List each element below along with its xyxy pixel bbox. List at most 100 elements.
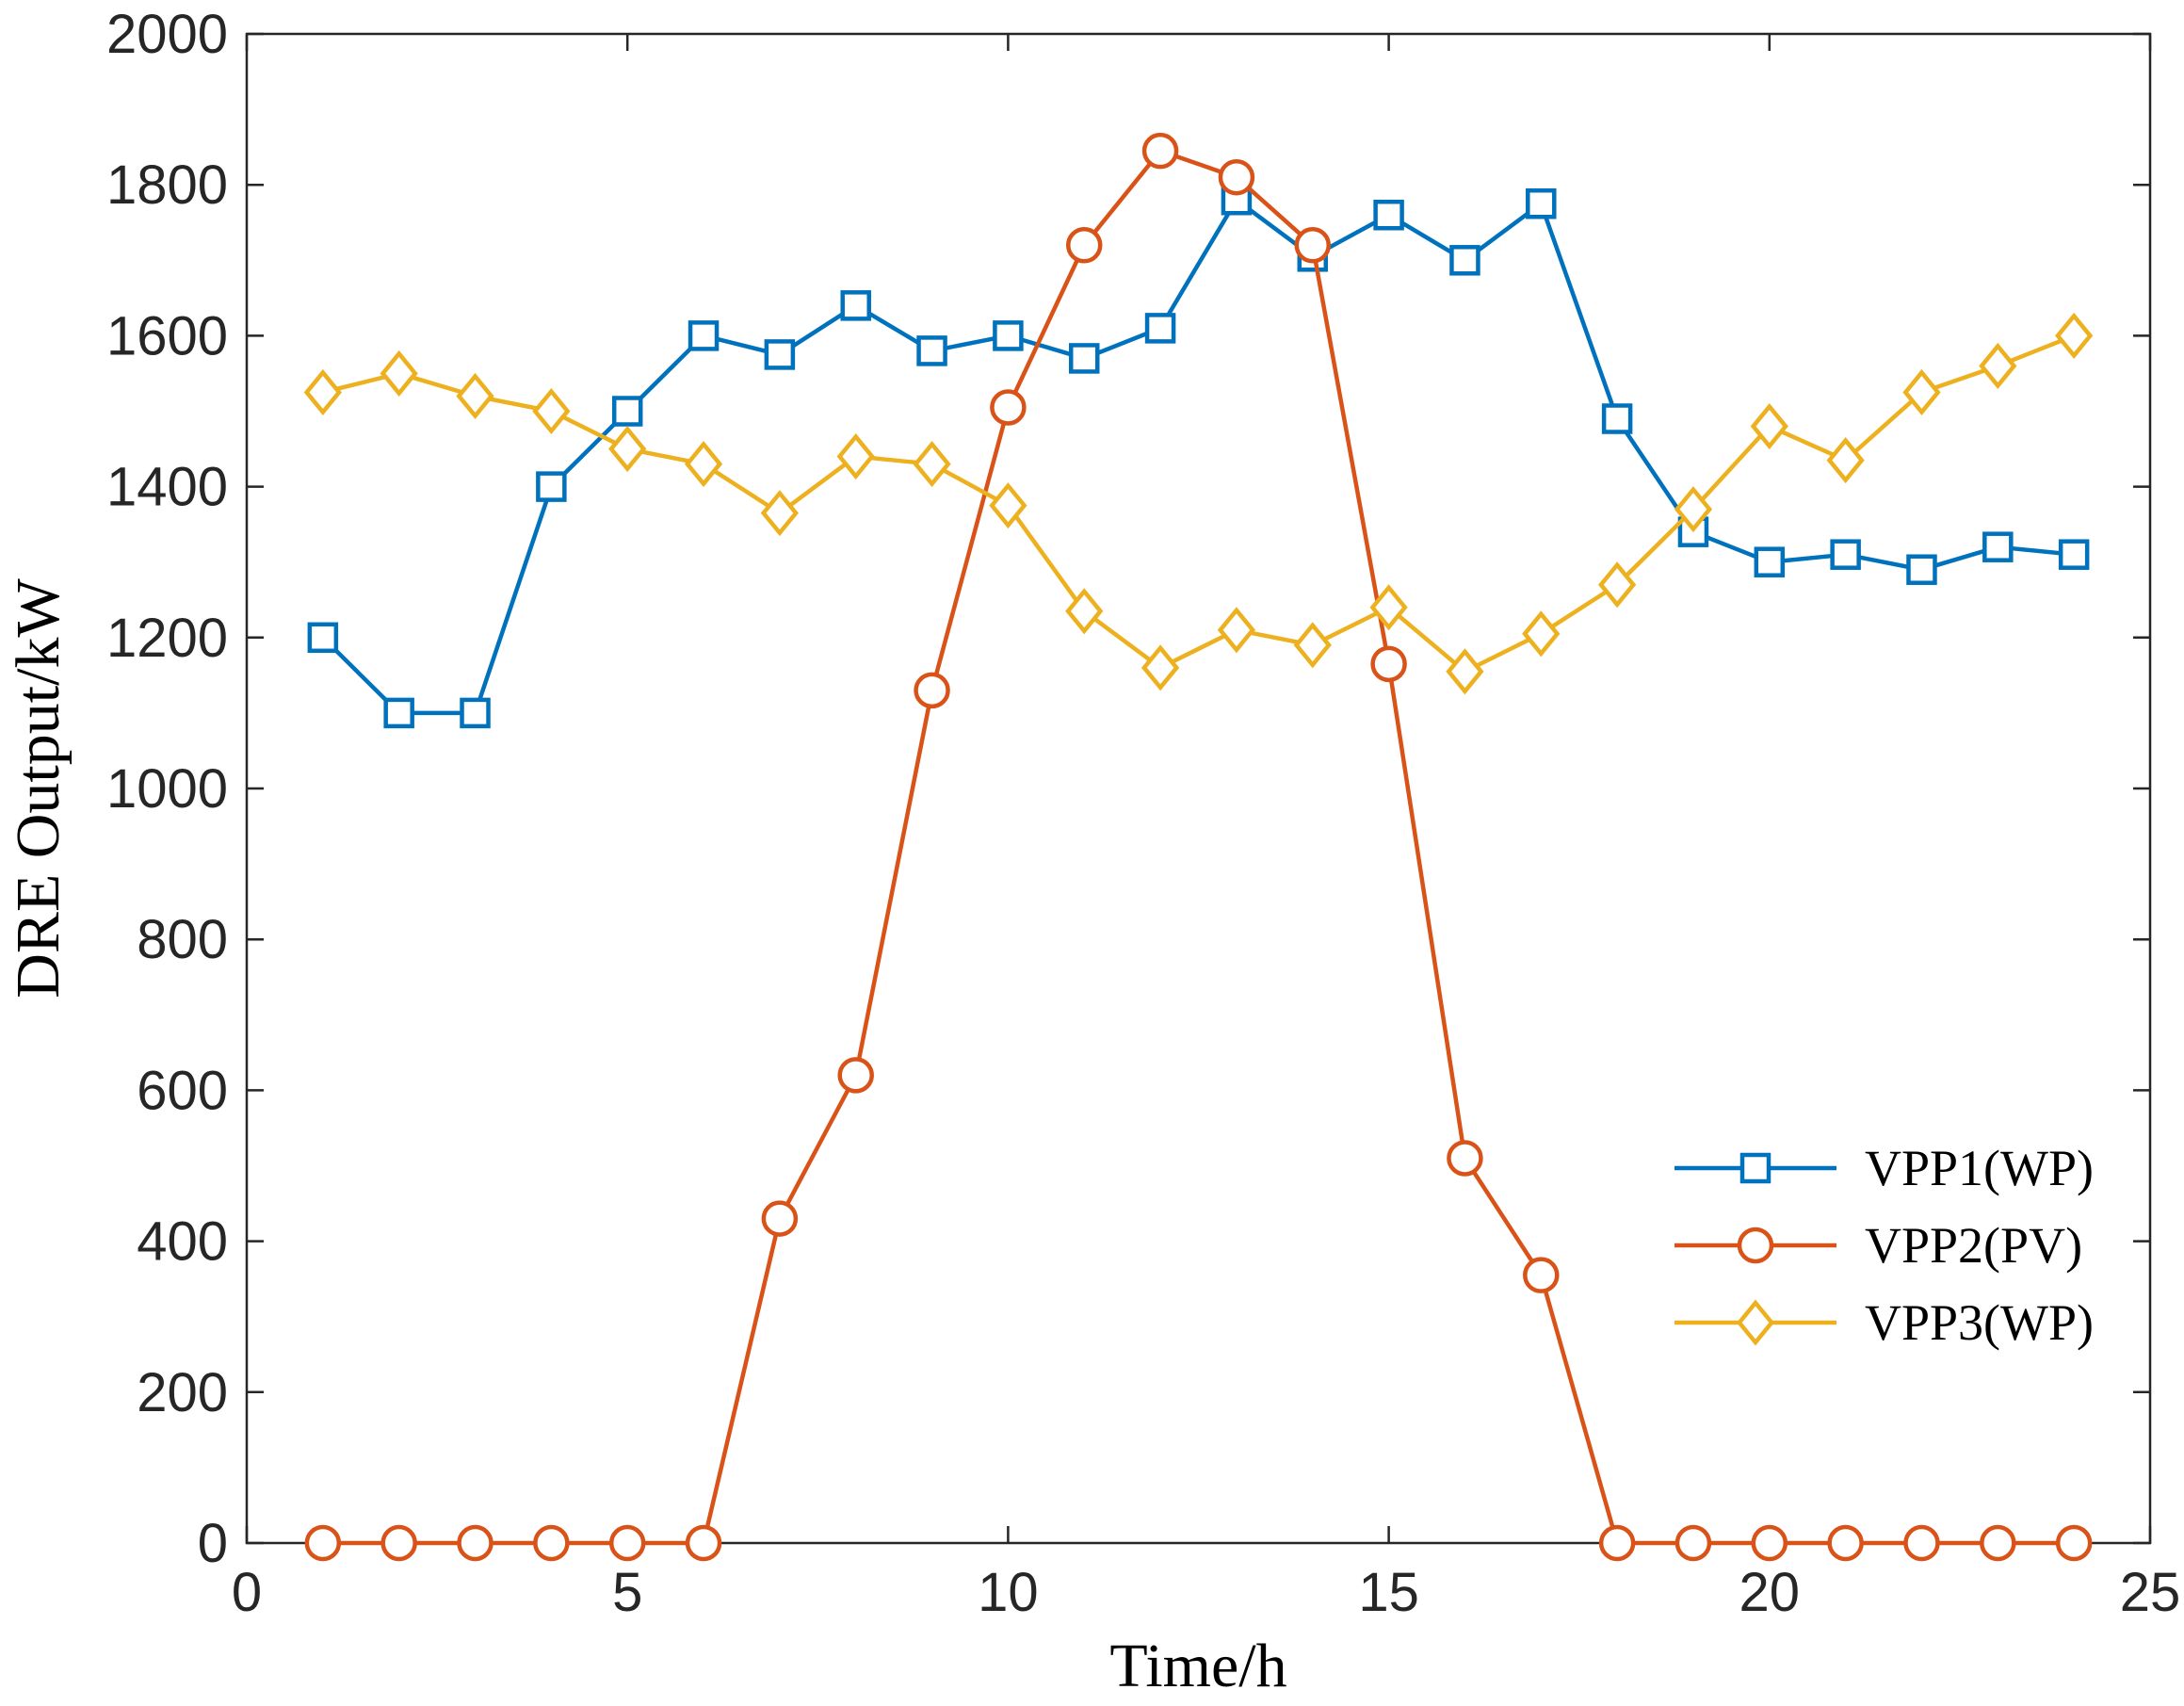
data-point xyxy=(1447,1140,1483,1177)
data-point xyxy=(456,372,494,420)
legend-swatch-marker xyxy=(1739,1152,1771,1184)
data-point xyxy=(304,1524,342,1562)
data-point xyxy=(1294,227,1332,264)
data-point xyxy=(1217,607,1256,654)
data-point xyxy=(1293,622,1332,669)
legend-item: VPP3(WP) xyxy=(1674,1294,2094,1351)
data-point xyxy=(307,622,339,654)
data-point xyxy=(1980,1524,2016,1562)
data-point xyxy=(1373,199,1404,231)
data-point xyxy=(1830,539,1861,570)
x-tick-label: 25 xyxy=(2120,1562,2181,1623)
data-point xyxy=(2058,539,2090,570)
data-point xyxy=(913,441,951,488)
data-point xyxy=(1826,437,1865,484)
data-point xyxy=(1754,546,1786,577)
data-point xyxy=(1522,610,1561,658)
data-point xyxy=(1902,368,1941,416)
data-point xyxy=(990,389,1027,426)
data-point xyxy=(380,1524,417,1562)
series-line xyxy=(321,197,2075,716)
y-tick-label: 1000 xyxy=(106,758,228,820)
data-point xyxy=(1674,1524,1712,1562)
y-axis-title: DRE Output/kW xyxy=(4,578,73,999)
data-point xyxy=(916,335,947,366)
data-point xyxy=(1601,403,1633,434)
data-point xyxy=(2055,312,2094,359)
data-point xyxy=(1827,1524,1864,1562)
data-point xyxy=(536,471,567,502)
series-line xyxy=(322,148,2075,1546)
data-point xyxy=(1526,187,1557,219)
data-point xyxy=(1751,1524,1788,1562)
data-point xyxy=(1674,486,1713,533)
data-point xyxy=(1141,644,1180,691)
x-axis-title: Time/h xyxy=(1109,1632,1286,1700)
legend-label: VPP2(PV) xyxy=(1865,1217,2082,1274)
series-1 xyxy=(307,184,2090,729)
legend: VPP1(WP) VPP2(PV) VPP3(WP) xyxy=(1674,1140,2094,1351)
data-point xyxy=(760,490,800,537)
data-point xyxy=(608,1524,646,1562)
y-tick-label: 800 xyxy=(137,909,228,970)
y-axis-ticks: 0 200 400 600 800 1000 1200 1400 1600 1800 2000 xyxy=(106,4,2150,1574)
data-point xyxy=(1446,648,1484,695)
legend-label: VPP3(WP) xyxy=(1865,1294,2094,1351)
x-tick-label: 5 xyxy=(612,1562,642,1623)
data-point xyxy=(1523,1257,1560,1293)
data-point xyxy=(684,441,723,488)
y-tick-label: 400 xyxy=(137,1211,228,1273)
data-point xyxy=(1982,531,2014,562)
x-axis-ticks: 0 5 10 15 20 25 xyxy=(232,34,2180,1623)
data-point xyxy=(1065,588,1104,635)
data-point xyxy=(1065,227,1103,264)
data-point xyxy=(1218,158,1255,196)
y-tick-label: 200 xyxy=(137,1362,228,1423)
data-point xyxy=(993,320,1024,351)
data-point xyxy=(688,320,720,351)
x-tick-label: 15 xyxy=(1358,1562,1419,1623)
data-point xyxy=(836,433,875,480)
data-point xyxy=(1903,1524,1940,1562)
data-point xyxy=(380,349,418,397)
data-point xyxy=(1598,1524,1636,1562)
data-point xyxy=(914,672,950,709)
data-point xyxy=(457,1524,493,1562)
data-point xyxy=(1906,554,1937,585)
data-point xyxy=(303,368,342,416)
y-tick-label: 1600 xyxy=(106,305,228,366)
series-2 xyxy=(304,132,2093,1562)
series-3 xyxy=(303,312,2094,695)
y-tick-label: 0 xyxy=(198,1513,228,1574)
data-point xyxy=(532,387,571,435)
data-point xyxy=(837,1057,874,1094)
legend-swatch-marker xyxy=(1737,1227,1774,1264)
x-tick-label: 10 xyxy=(978,1562,1039,1623)
data-point xyxy=(1068,343,1100,374)
data-point xyxy=(989,482,1027,529)
y-tick-label: 1800 xyxy=(106,154,228,216)
y-tick-label: 1200 xyxy=(106,608,228,669)
data-point xyxy=(608,426,647,473)
data-point xyxy=(1369,584,1408,631)
data-point xyxy=(611,396,643,427)
data-point xyxy=(460,697,491,729)
y-tick-label: 1400 xyxy=(106,457,228,518)
data-point xyxy=(1370,645,1407,683)
data-point xyxy=(1141,132,1179,170)
x-tick-label: 20 xyxy=(1739,1562,1801,1623)
data-point xyxy=(383,697,414,729)
data-point xyxy=(533,1524,570,1562)
legend-item: VPP1(WP) xyxy=(1674,1140,2094,1196)
series-line xyxy=(322,333,2075,674)
data-point xyxy=(1750,402,1788,450)
data-point xyxy=(1597,561,1637,609)
legend-swatch-marker xyxy=(1736,1299,1775,1346)
legend-label: VPP1(WP) xyxy=(1865,1140,2094,1196)
y-tick-label: 2000 xyxy=(106,4,228,65)
data-point xyxy=(1449,245,1480,276)
data-point xyxy=(1144,313,1176,344)
data-point xyxy=(764,339,796,370)
data-point xyxy=(840,290,871,321)
